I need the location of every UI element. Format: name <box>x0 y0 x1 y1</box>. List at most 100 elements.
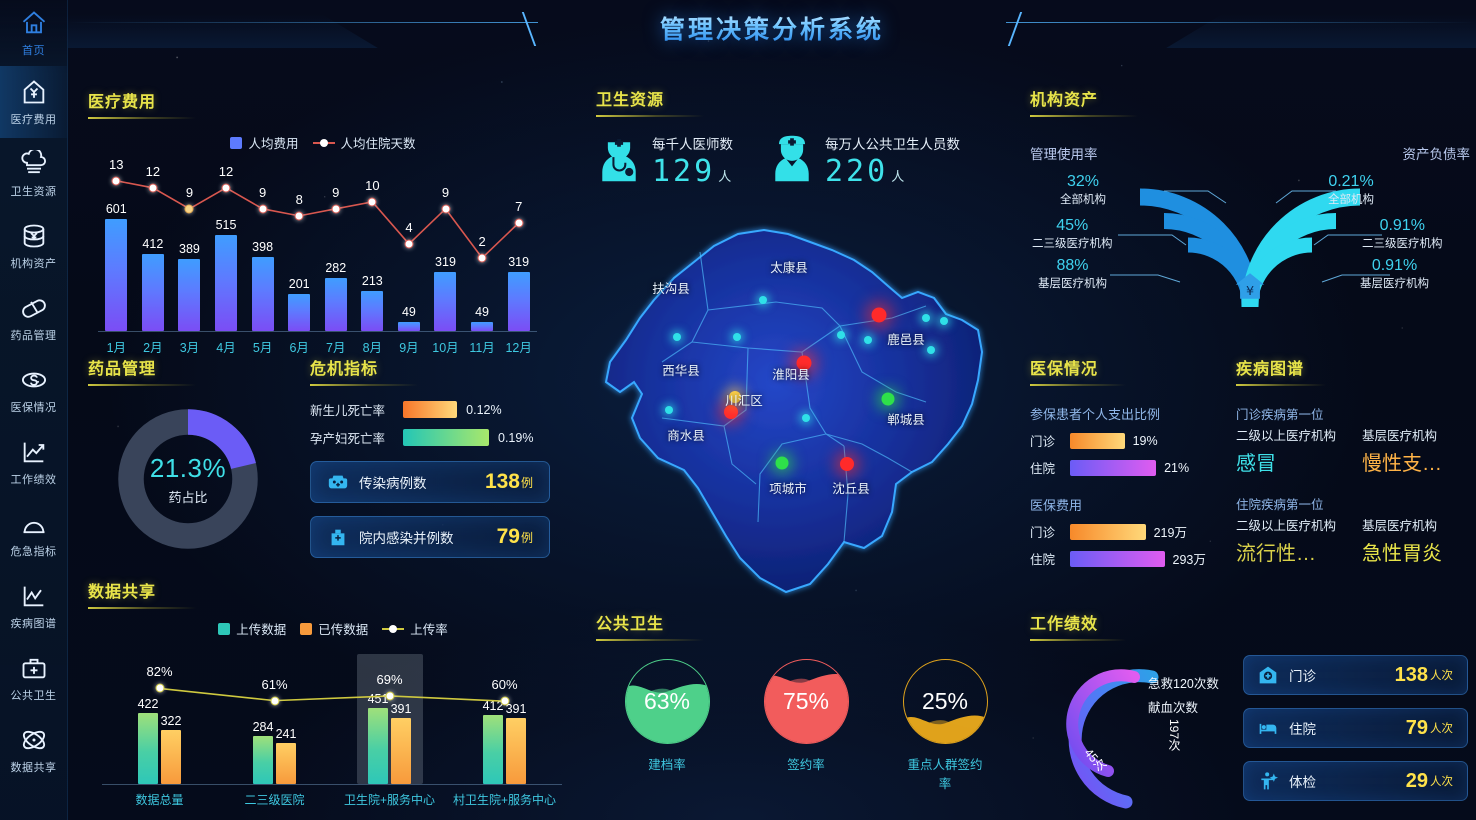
line-value: 8 <box>295 191 303 207</box>
line-point[interactable] <box>294 211 304 221</box>
bar-group-item[interactable]: 412 391 <box>447 699 562 784</box>
sidebar-item-卫生资源[interactable]: 卫生资源 <box>0 138 67 210</box>
line-point[interactable] <box>148 183 158 193</box>
map-region-label[interactable]: 西华县 <box>662 364 700 378</box>
sidebar[interactable]: 首页 医疗费用 卫生资源 机构资产 药品管理 医保情况工作绩效危急指标疾病图谱公共卫生数据… <box>0 0 68 820</box>
public-health-gauge-建档率[interactable]: 63% 建档率 <box>624 659 710 792</box>
asset-value: 0.91% <box>1371 257 1418 274</box>
sidebar-item-label: 公共卫生 <box>10 689 57 702</box>
line-point[interactable] <box>184 204 194 214</box>
line-point[interactable] <box>514 218 524 228</box>
map-region-label[interactable]: 扶沟县 <box>652 282 690 296</box>
line-point[interactable] <box>221 183 231 193</box>
sidebar-item-机构资产[interactable]: 机构资产 <box>0 210 67 282</box>
legend-item-人均住院天数[interactable]: 人均住院天数 <box>312 133 416 152</box>
bar-column[interactable]: 282 <box>317 261 354 331</box>
line-point[interactable] <box>155 683 164 693</box>
insurance-label: 门诊 <box>1030 526 1056 540</box>
bar-value: 322 <box>160 713 182 728</box>
insurance-label: 住院 <box>1030 553 1056 567</box>
legend-item-上传率[interactable]: 上传率 <box>382 619 448 638</box>
public-health-gauge-重点人群签约率[interactable]: 25% 重点人群签约率 <box>902 659 988 792</box>
map-marker-ok[interactable] <box>775 456 789 470</box>
map-marker-alert[interactable] <box>796 355 812 371</box>
bar-column[interactable]: 515 <box>208 218 245 331</box>
map-region-label[interactable]: 郸城县 <box>887 413 925 427</box>
line-point[interactable] <box>500 696 509 706</box>
sidebar-item-医保情况[interactable]: 医保情况 <box>0 354 67 426</box>
line-point[interactable] <box>258 204 268 214</box>
map-marker-node[interactable] <box>673 333 681 341</box>
map-marker-node[interactable] <box>940 317 948 325</box>
sidebar-item-公共卫生[interactable]: 公共卫生 <box>0 642 67 714</box>
stat-card-住院[interactable]: 住院 79 人次 <box>1243 708 1468 748</box>
line-point[interactable] <box>270 696 279 706</box>
map-marker-alert[interactable] <box>840 457 854 471</box>
bar-column[interactable]: 389 <box>171 242 208 331</box>
map-marker-node[interactable] <box>759 296 767 304</box>
map-region-label[interactable]: 川汇区 <box>725 394 763 408</box>
section-title-performance: 工作绩效 <box>1030 616 1099 633</box>
stat-card-体检[interactable]: 体检 29 人次 <box>1243 761 1468 801</box>
line-point[interactable] <box>367 197 377 207</box>
map-region-label[interactable]: 沈丘县 <box>832 482 870 496</box>
public-health-gauge-签约率[interactable]: 75% 签约率 <box>763 659 849 792</box>
bar-column[interactable]: 49 <box>391 305 428 331</box>
bar-column[interactable]: 319 <box>500 255 537 331</box>
bar-column[interactable]: 201 <box>281 277 318 331</box>
bar-group-item[interactable]: 284 241 <box>217 702 332 784</box>
crisis-card-院内感染并例数[interactable]: 院内感染并例数 79 例 <box>310 516 550 558</box>
sidebar-item-首页[interactable]: 首页 <box>0 0 67 66</box>
line-point[interactable] <box>331 204 341 214</box>
bar-column[interactable]: 49 <box>464 305 501 331</box>
legend-item-已传数据[interactable]: 已传数据 <box>300 619 368 638</box>
crisis-card-list[interactable]: 传染病例数 138 例院内感染并例数 79 例 <box>310 461 550 558</box>
sidebar-item-label: 疾病图谱 <box>10 617 57 630</box>
line-point[interactable] <box>477 253 487 263</box>
map-marker-alert[interactable] <box>871 307 887 323</box>
bar-group-item[interactable]: 422 322 <box>102 697 217 784</box>
map-marker-node[interactable] <box>922 314 930 322</box>
map-marker-warn[interactable] <box>729 391 741 403</box>
sidebar-item-label: 工作绩效 <box>10 473 57 486</box>
map-marker-node[interactable] <box>837 331 845 339</box>
map-marker-ok[interactable] <box>881 392 895 406</box>
sidebar-item-工作绩效[interactable]: 工作绩效 <box>0 426 67 498</box>
sidebar-item-医疗费用[interactable]: 医疗费用 <box>0 66 67 138</box>
map-marker-node[interactable] <box>665 406 673 414</box>
sidebar-item-疾病图谱[interactable]: 疾病图谱 <box>0 570 67 642</box>
stat-card-list[interactable]: 门诊 138 人次 住院 79 人次 体检 29 人次 <box>1243 655 1468 814</box>
legend-item-人均费用[interactable]: 人均费用 <box>230 133 299 152</box>
line-point[interactable] <box>111 176 121 186</box>
map-region-label[interactable]: 项城市 <box>769 482 807 496</box>
stat-card-门诊[interactable]: 门诊 138 人次 <box>1243 655 1468 695</box>
map-region-label[interactable]: 鹿邑县 <box>887 333 925 347</box>
gauge-value: 63% <box>643 688 691 714</box>
crisis-rate-bar <box>403 401 458 418</box>
legend-item-上传数据[interactable]: 上传数据 <box>218 619 286 638</box>
line-point[interactable] <box>385 691 394 701</box>
map-region-label[interactable]: 淮阳县 <box>772 368 810 382</box>
map-marker-node[interactable] <box>864 336 872 344</box>
map-marker-alert[interactable] <box>724 405 738 419</box>
crisis-rate-row: 新生儿死亡率 0.12% <box>310 400 550 419</box>
bar-group-item[interactable]: 451 391 <box>332 654 447 784</box>
region-map[interactable]: 扶沟县 太康县西华县 淮阳县 鹿邑县川汇区郸城县商水县项城市 沈丘县 <box>596 222 988 612</box>
crisis-card-传染病例数[interactable]: 传染病例数 138 例 <box>310 461 550 503</box>
asset-value: 32% <box>1066 173 1100 190</box>
bar-column[interactable]: 398 <box>244 240 281 331</box>
bar-column[interactable]: 412 <box>135 237 172 331</box>
sidebar-item-危急指标[interactable]: 危急指标 <box>0 498 67 570</box>
bar-column[interactable]: 601 <box>98 202 135 331</box>
map-region-label[interactable]: 太康县 <box>770 261 808 275</box>
bar-column[interactable]: 319 <box>427 255 464 331</box>
sidebar-item-药品管理[interactable]: 药品管理 <box>0 282 67 354</box>
map-marker-node[interactable] <box>733 333 741 341</box>
sidebar-item-数据共享[interactable]: 数据共享 <box>0 714 67 786</box>
line-point[interactable] <box>404 239 414 249</box>
map-region-label[interactable]: 商水县 <box>667 429 705 443</box>
map-marker-node[interactable] <box>927 346 935 354</box>
line-point[interactable] <box>441 204 451 214</box>
bar-column[interactable]: 213 <box>354 274 391 331</box>
map-marker-node[interactable] <box>802 414 810 422</box>
